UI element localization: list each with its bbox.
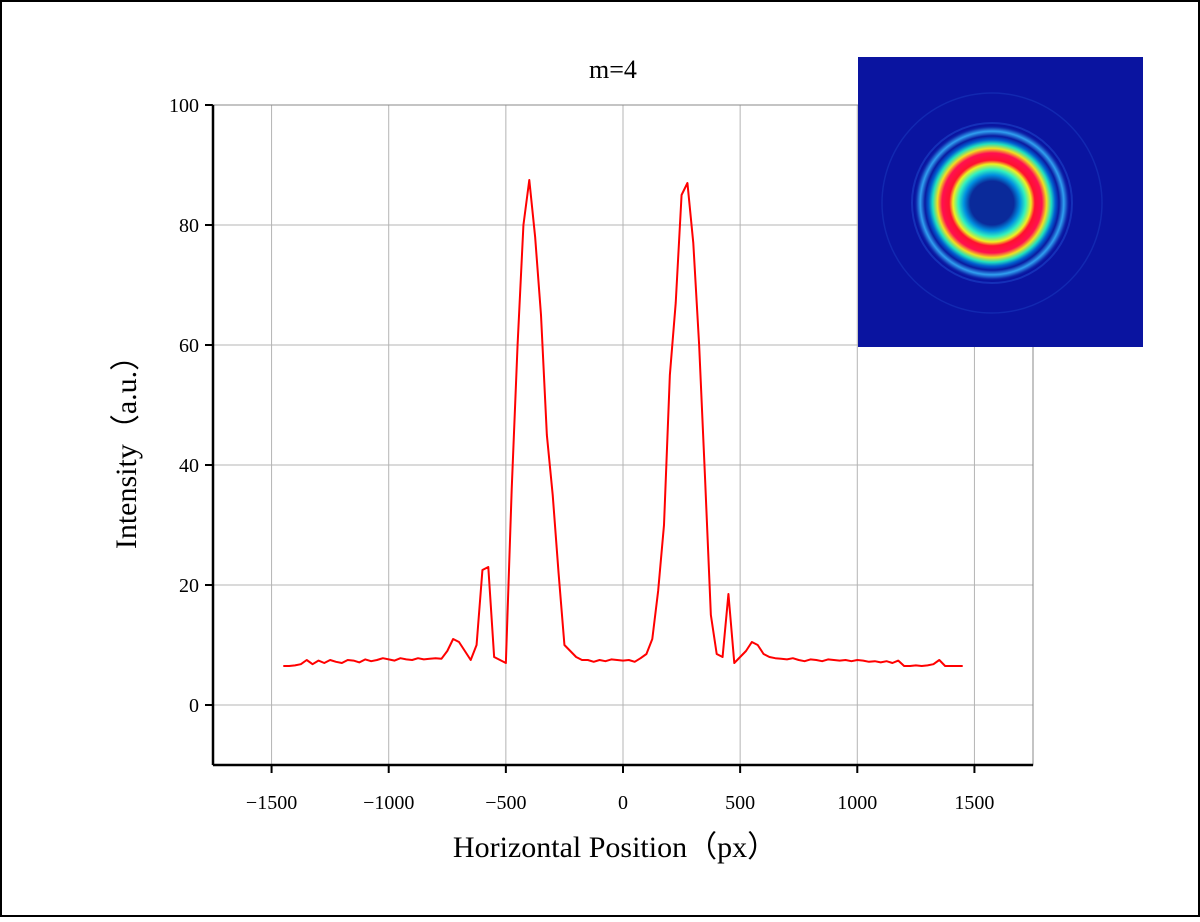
y-tick-label: 20 [179,575,199,597]
chart-title: m=4 [589,55,637,84]
x-tick-label: 1500 [954,792,994,814]
inset-image [858,57,1143,347]
x-axis-label: Horizontal Position（px） [453,831,777,864]
y-axis-label: Intensity（a.u.） [110,341,143,549]
x-tick-label: 0 [618,792,628,814]
y-tick-label: 0 [189,695,199,717]
y-tick-label: 80 [179,215,199,237]
x-tick-label: −1500 [246,792,297,814]
x-tick-label: −1000 [363,792,414,814]
y-tick-label: 60 [179,335,199,357]
x-tick-label: 1000 [837,792,877,814]
x-tick-label: 500 [725,792,755,814]
y-tick-label: 100 [169,95,199,117]
y-tick-label: 40 [179,455,199,477]
data-line [283,179,963,667]
x-tick-label: −500 [485,792,526,814]
